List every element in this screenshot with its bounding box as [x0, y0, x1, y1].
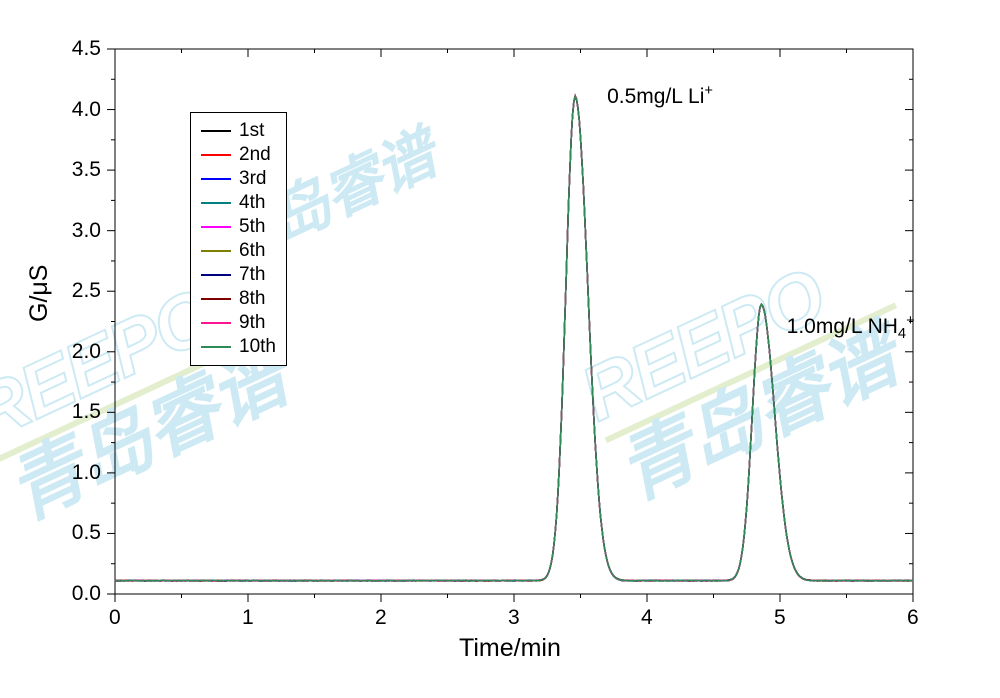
legend-swatch — [201, 346, 231, 348]
y-tick-label: 3.5 — [72, 158, 101, 182]
legend-label: 9th — [239, 312, 265, 334]
x-tick-label: 5 — [774, 606, 786, 630]
x-axis-label: Time/min — [459, 634, 561, 663]
legend-item: 4th — [201, 191, 276, 215]
legend-item: 3rd — [201, 167, 276, 191]
legend-swatch — [201, 274, 231, 276]
peak-label: 0.5mg/L Li+ — [607, 83, 713, 109]
chromatogram-chart — [0, 0, 1000, 698]
legend-item: 2nd — [201, 143, 276, 167]
legend-label: 4th — [239, 192, 265, 214]
legend-item: 7th — [201, 263, 276, 287]
legend-item: 6th — [201, 239, 276, 263]
legend-item: 10th — [201, 335, 276, 359]
y-tick-label: 1.5 — [72, 400, 101, 424]
y-tick-label: 2.0 — [72, 340, 101, 364]
legend-item: 8th — [201, 287, 276, 311]
legend-label: 7th — [239, 264, 265, 286]
y-tick-label: 3.0 — [72, 219, 101, 243]
legend-item: 9th — [201, 311, 276, 335]
legend-item: 5th — [201, 215, 276, 239]
legend-label: 3rd — [239, 168, 266, 190]
y-tick-label: 2.5 — [72, 279, 101, 303]
x-tick-label: 4 — [641, 606, 653, 630]
y-tick-label: 0.0 — [72, 582, 101, 606]
legend-swatch — [201, 178, 231, 180]
y-axis-label: G/μS — [25, 264, 54, 321]
legend-label: 1st — [239, 120, 264, 142]
x-tick-label: 3 — [508, 606, 520, 630]
legend-label: 8th — [239, 288, 265, 310]
legend-label: 2nd — [239, 144, 271, 166]
legend: 1st2nd3rd4th5th6th7th8th9th10th — [190, 112, 287, 366]
chart-svg — [0, 0, 1000, 698]
legend-swatch — [201, 250, 231, 252]
legend-swatch — [201, 202, 231, 204]
legend-label: 6th — [239, 240, 265, 262]
legend-swatch — [201, 298, 231, 300]
y-tick-label: 4.0 — [72, 98, 101, 122]
x-tick-label: 1 — [242, 606, 254, 630]
legend-swatch — [201, 322, 231, 324]
legend-swatch — [201, 226, 231, 228]
legend-label: 5th — [239, 216, 265, 238]
y-tick-label: 1.0 — [72, 461, 101, 485]
legend-label: 10th — [239, 336, 276, 358]
x-tick-label: 2 — [375, 606, 387, 630]
x-tick-label: 0 — [109, 606, 121, 630]
y-tick-label: 0.5 — [72, 521, 101, 545]
y-tick-label: 4.5 — [72, 37, 101, 61]
peak-label: 1.0mg/L NH4+ — [787, 313, 915, 342]
legend-swatch — [201, 130, 231, 132]
x-tick-label: 6 — [907, 606, 919, 630]
legend-swatch — [201, 154, 231, 156]
legend-item: 1st — [201, 119, 276, 143]
